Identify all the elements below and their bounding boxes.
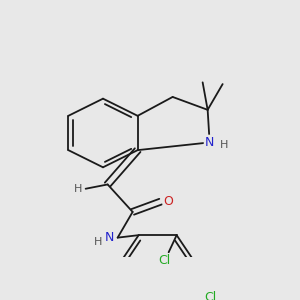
Text: N: N bbox=[105, 231, 114, 244]
Text: Cl: Cl bbox=[205, 291, 217, 300]
Text: H: H bbox=[220, 140, 228, 150]
Text: N: N bbox=[205, 136, 214, 149]
Text: H: H bbox=[94, 237, 102, 247]
Text: H: H bbox=[74, 184, 82, 194]
Text: Cl: Cl bbox=[158, 254, 171, 267]
Text: O: O bbox=[164, 195, 174, 208]
